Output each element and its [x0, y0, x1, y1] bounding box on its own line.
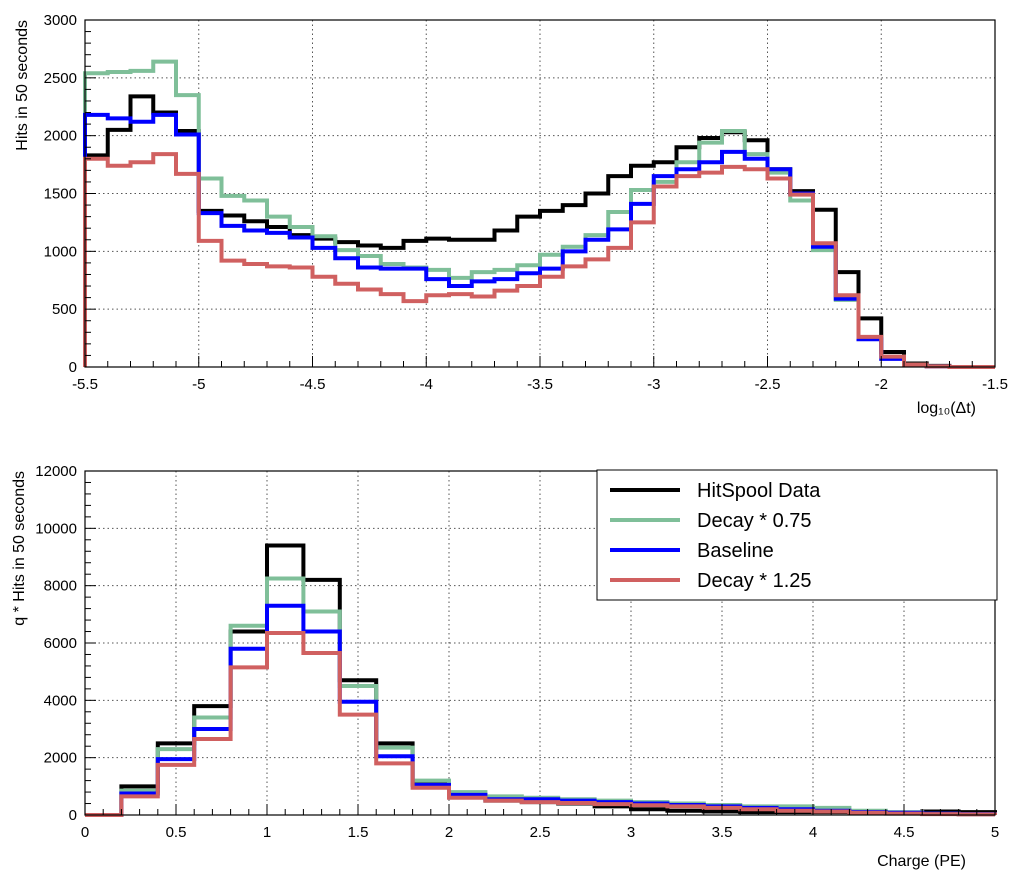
- x-tick-label: -4: [420, 376, 433, 393]
- x-tick-label: -2: [875, 376, 888, 393]
- y-tick-label: 1000: [44, 243, 77, 260]
- y-tick-label: 1500: [44, 186, 77, 203]
- x-tick-label: 2.5: [530, 824, 551, 841]
- y-tick-label: 2000: [44, 128, 77, 145]
- y-tick-label: 6000: [44, 635, 77, 652]
- y-tick-label: 8000: [44, 578, 77, 595]
- legend-label-hitspool-data: HitSpool Data: [697, 480, 821, 502]
- x-tick-label: 4: [809, 824, 817, 841]
- top-ticks: -5.5 -5 -4.5 -4 -3.5 -3 -2.5 -2 -1.5 0 500 1000 1500…: [44, 12, 1008, 393]
- bottom-histogram-panel: 0 0.5 1 1.5 2 2.5 3 3.5 4 4.5 5 0 2000 4000 6000 8000 10…: [11, 463, 999, 870]
- y-tick-label: 0: [69, 807, 77, 824]
- x-tick-label: 3: [627, 824, 635, 841]
- y-tick-label: 10000: [35, 520, 77, 537]
- x-tick-label: 4.5: [894, 824, 915, 841]
- top-series-group: [83, 59, 995, 369]
- legend-label-baseline: Baseline: [697, 540, 774, 562]
- x-tick-label: 2: [445, 824, 453, 841]
- bottom-ticks: 0 0.5 1 1.5 2 2.5 3 3.5 4 4.5 5 0 2000 4000 6000 8000 10…: [35, 463, 999, 841]
- y-tick-label: 3000: [44, 12, 77, 29]
- top-y-axis-label: Hits in 50 seconds: [14, 20, 31, 151]
- x-tick-label: -4.5: [300, 376, 326, 393]
- top-x-axis-label: log₁₀(Δt): [917, 400, 976, 417]
- y-tick-label: 4000: [44, 692, 77, 709]
- y-tick-label: 2000: [44, 750, 77, 767]
- x-tick-label: -2.5: [755, 376, 781, 393]
- top-histogram-panel: -5.5 -5 -4.5 -4 -3.5 -3 -2.5 -2 -1.5 0 500 1000 1500…: [14, 12, 1008, 417]
- legend-entries: HitSpool Data Decay * 0.75 Baseline Decay *…: [610, 480, 821, 592]
- x-tick-label: -3: [647, 376, 660, 393]
- x-tick-label: 0: [81, 824, 89, 841]
- y-tick-label: 12000: [35, 463, 77, 480]
- y-tick-label: 2500: [44, 70, 77, 87]
- x-tick-label: 3.5: [712, 824, 733, 841]
- x-tick-label: -5: [192, 376, 205, 393]
- legend-label-decay-1-25: Decay * 1.25: [697, 570, 812, 592]
- x-tick-label: -3.5: [527, 376, 553, 393]
- y-tick-label: 0: [69, 359, 77, 376]
- x-tick-label: 5: [991, 824, 999, 841]
- bottom-x-axis-label: Charge (PE): [877, 853, 966, 870]
- bottom-y-axis-label: q * Hits in 50 seconds: [11, 471, 28, 626]
- series-line-decay-1-25: [83, 152, 995, 369]
- x-tick-label: 1.5: [348, 824, 369, 841]
- legend-label-decay-0-75: Decay * 0.75: [697, 510, 812, 532]
- y-tick-label: 500: [52, 301, 77, 318]
- x-tick-label: 0.5: [166, 824, 187, 841]
- x-tick-label: 1: [263, 824, 271, 841]
- x-tick-label: -5.5: [72, 376, 98, 393]
- x-tick-label: -1.5: [982, 376, 1008, 393]
- legend: HitSpool Data Decay * 0.75 Baseline Decay *…: [596, 469, 998, 601]
- series-line-decay-0-75: [83, 59, 995, 369]
